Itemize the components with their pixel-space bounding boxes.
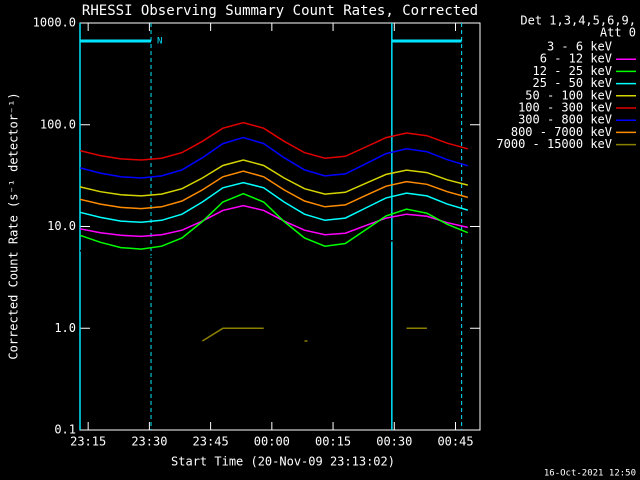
x-tick-label: 00:30 bbox=[376, 435, 412, 449]
legend-label: 300 - 800 keV bbox=[518, 113, 612, 127]
series-line bbox=[79, 230, 468, 258]
series-line bbox=[79, 192, 469, 250]
chart-title: RHESSI Observing Summary Count Rates, Co… bbox=[82, 3, 478, 19]
x-axis-label: Start Time (20-Nov-09 23:13:02) bbox=[171, 455, 395, 469]
plot-frame bbox=[79, 22, 481, 431]
legend-label: 50 - 100 keV bbox=[525, 88, 612, 102]
series-line bbox=[79, 136, 469, 179]
legend-header: Det 1,3,4,5,6,9, bbox=[520, 14, 636, 28]
x-tick-label: 00:15 bbox=[315, 435, 351, 449]
legend-label: 3 - 6 keV bbox=[547, 40, 612, 54]
legend-label: 100 - 300 keV bbox=[518, 101, 612, 115]
legend-label: 7000 - 15000 keV bbox=[496, 137, 612, 151]
y-tick-label: 10.0 bbox=[47, 219, 76, 233]
x-tick-label: 23:30 bbox=[131, 435, 167, 449]
footer: 16-Oct-2021 12:50 bbox=[544, 469, 636, 479]
night-label: N bbox=[157, 37, 162, 47]
x-tick-label: 00:00 bbox=[254, 435, 290, 449]
legend-label: 12 - 25 keV bbox=[533, 64, 612, 78]
series-line bbox=[79, 159, 468, 197]
y-tick-label: 100.0 bbox=[40, 117, 76, 131]
legend-label: 25 - 50 keV bbox=[533, 76, 612, 90]
y-tick-label: 0.1 bbox=[54, 423, 76, 437]
x-tick-label: 00:45 bbox=[437, 435, 473, 449]
y-axis-label: Corrected Count Rate (s⁻¹ detector⁻¹) bbox=[7, 92, 21, 359]
legend-label: 800 - 7000 keV bbox=[511, 125, 612, 139]
series-line bbox=[79, 170, 469, 210]
series-line bbox=[79, 204, 468, 238]
series-line bbox=[79, 181, 469, 224]
x-tick-label: 23:15 bbox=[70, 435, 106, 449]
x-tick-label: 23:45 bbox=[193, 435, 229, 449]
y-tick-label: 1.0 bbox=[54, 321, 76, 335]
legend-header: Att 0 bbox=[600, 26, 636, 40]
series-line bbox=[202, 327, 427, 342]
legend-label: 6 - 12 keV bbox=[540, 52, 612, 66]
y-tick-label: 1000.0 bbox=[33, 16, 76, 30]
series-line bbox=[79, 121, 468, 161]
